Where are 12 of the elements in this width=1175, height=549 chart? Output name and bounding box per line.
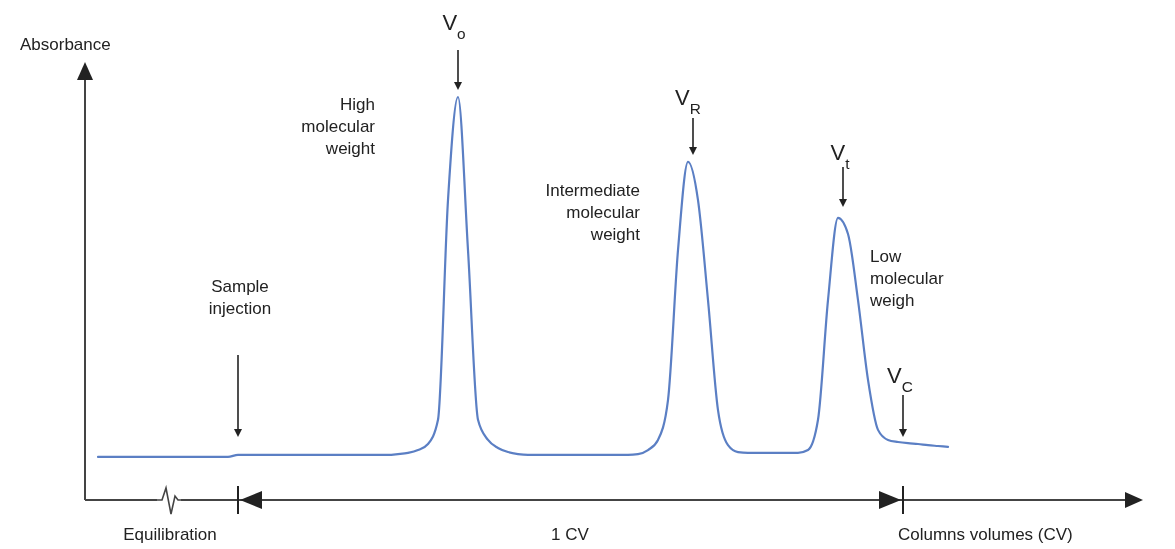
text: Equilibration (123, 525, 217, 544)
text: 1 CV (551, 525, 590, 544)
annotation: V$_{R}$ (675, 85, 701, 117)
annotation: V$_{C}$ (887, 363, 913, 395)
y-axis-title: Absorbance (20, 35, 111, 54)
annotation: High molecular weight (301, 95, 376, 159)
x-axis-title: Columns volumes (CV) (898, 525, 1073, 544)
annotation: Intermediate molecular weight (545, 181, 641, 245)
annotation: V$_{t}$ (830, 140, 851, 172)
text: V$_{o}$ (442, 10, 466, 42)
annotation: Sample injection (208, 277, 272, 319)
annotation: Low molecular weigh (869, 247, 945, 311)
